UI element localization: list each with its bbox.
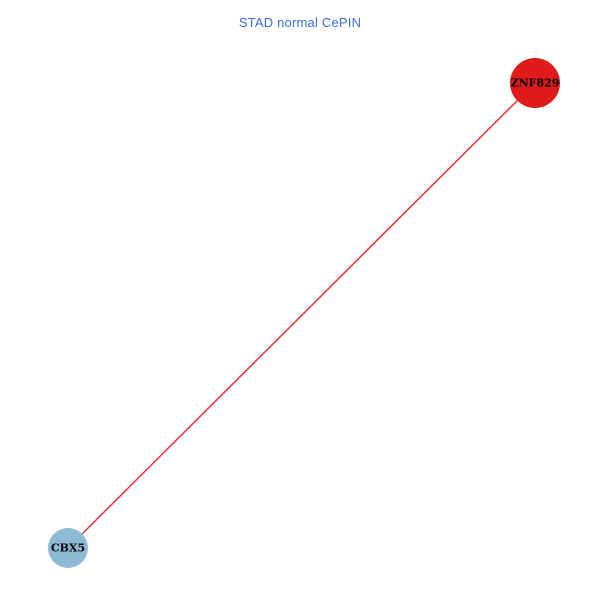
graph-edge[interactable] [67,82,536,549]
graph-node-cbx5[interactable] [48,528,88,568]
graph-node-znf829[interactable] [510,58,560,108]
page-title: STAD normal CePIN [238,15,362,30]
